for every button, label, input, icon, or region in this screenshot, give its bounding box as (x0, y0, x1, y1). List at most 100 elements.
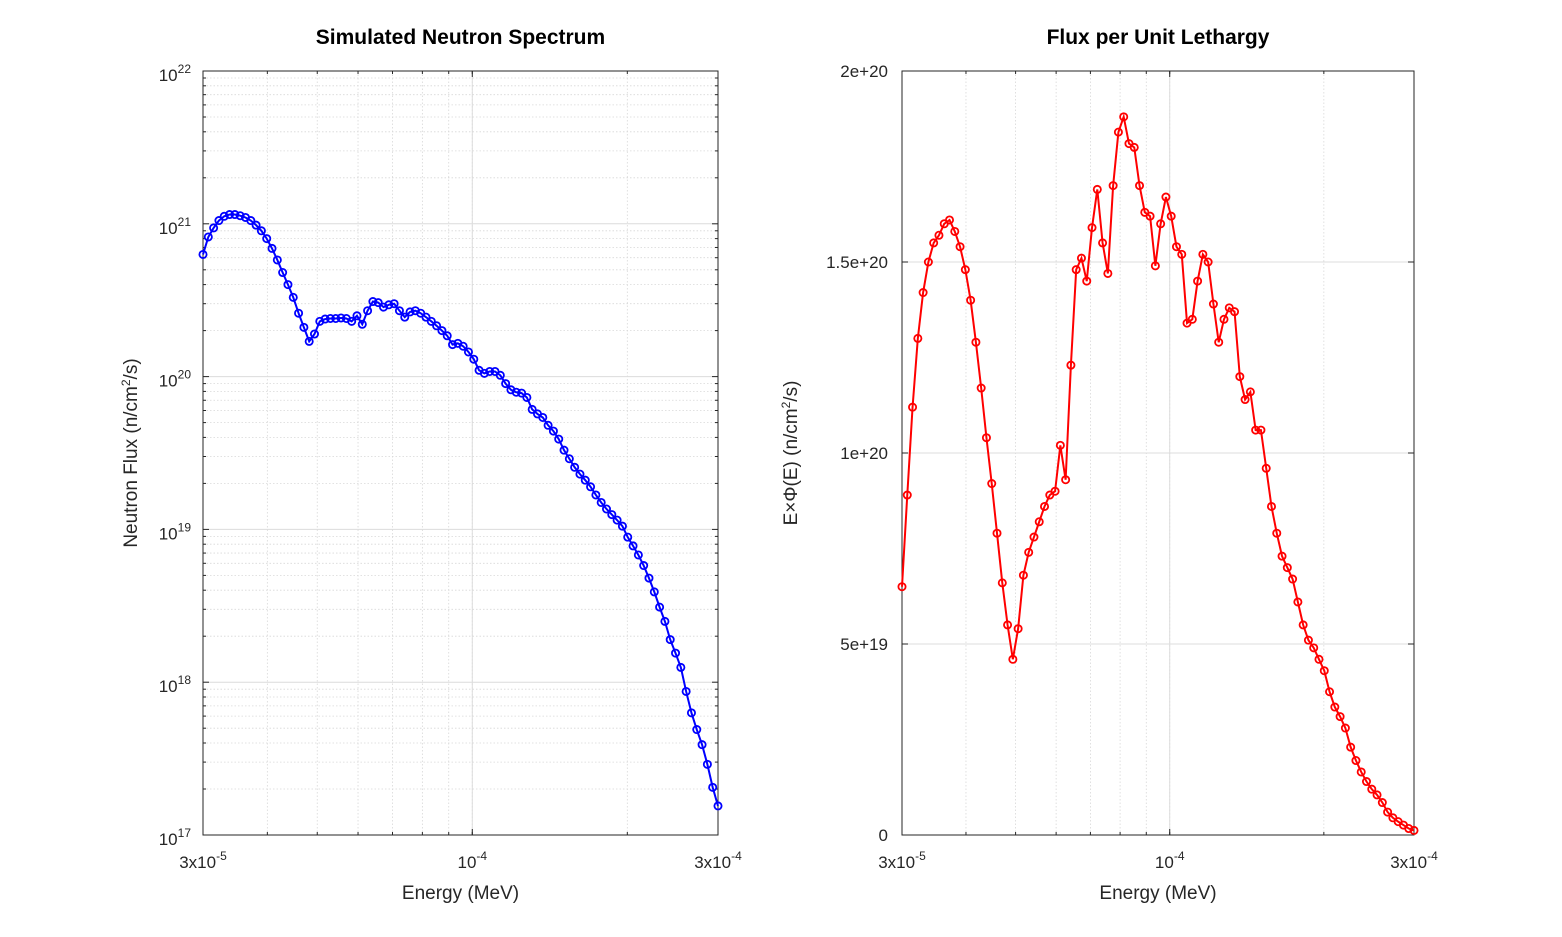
data-point (437, 326, 447, 336)
data-point (1087, 223, 1097, 233)
data-point (363, 306, 373, 316)
data-point (538, 412, 548, 422)
data-point (1346, 742, 1356, 752)
data-point (331, 314, 341, 324)
data-point (1340, 723, 1350, 733)
chart-title: Flux per Unit Lethargy (1047, 26, 1270, 49)
y-tick-label-mantissa: 10 (159, 830, 178, 849)
data-point (421, 312, 431, 322)
data-point (1361, 777, 1371, 787)
y-axis-label-pre: Neutron Flux (n/cm (121, 386, 142, 548)
data-point (1013, 624, 1023, 634)
data-point (198, 249, 208, 259)
data-point (1319, 666, 1329, 676)
data-point (511, 387, 521, 397)
y-axis-label-post: /s) (121, 358, 142, 379)
data-point (897, 582, 907, 592)
data-point (294, 308, 304, 318)
data-point (570, 462, 580, 472)
data-point (522, 392, 532, 402)
data-point (1018, 570, 1028, 580)
data-point (660, 616, 670, 626)
data-point (1277, 551, 1287, 561)
x-tick-label-mantissa: 3x10 (694, 853, 731, 872)
y-axis-label-sup: 2 (119, 379, 133, 386)
data-point (575, 469, 585, 479)
data-point (1103, 268, 1113, 278)
data-point (1113, 127, 1123, 137)
data-point (543, 420, 553, 430)
data-point (966, 295, 976, 305)
data-point (1187, 314, 1197, 324)
data-point (602, 504, 612, 514)
data-point (548, 426, 558, 436)
data-point (479, 368, 489, 378)
data-point (1240, 395, 1250, 405)
data-point (580, 475, 590, 485)
data-point (923, 257, 933, 267)
y-tick-label: 1019 (159, 520, 192, 543)
data-point (1055, 440, 1065, 450)
data-point (1309, 643, 1319, 653)
data-point (1230, 307, 1240, 317)
data-point (384, 300, 394, 310)
data-point (288, 292, 298, 302)
y-tick-label-mantissa: 10 (159, 219, 178, 238)
data-point (1325, 687, 1335, 697)
y-tick-label: 2e+20 (840, 62, 888, 81)
x-tick-label-mantissa: 10 (1155, 853, 1174, 872)
data-point (1288, 574, 1298, 584)
data-point (1150, 261, 1160, 271)
data-point (1251, 425, 1261, 435)
plot-area (203, 71, 718, 835)
data-point (214, 216, 224, 226)
axes-box (202, 70, 719, 836)
y-axis-label: Neutron Flux (n/cm2/s) (119, 358, 142, 547)
data-point (1235, 372, 1245, 382)
y-axis-label-sup: 2 (779, 401, 793, 408)
y-tick-label: 5e+19 (840, 635, 888, 654)
x-tick-label-mantissa: 3x10 (1390, 853, 1427, 872)
data-point (1034, 517, 1044, 527)
data-point (495, 370, 505, 380)
data-point (1040, 501, 1050, 511)
x-tick-label-exponent: -5 (216, 849, 227, 863)
y-tick-label: 1017 (159, 826, 192, 849)
data-point (1245, 387, 1255, 397)
data-point (633, 550, 643, 560)
data-point (628, 541, 638, 551)
grid (203, 70, 718, 836)
data-point (960, 265, 970, 275)
data-point (1198, 249, 1208, 259)
y-tick-label-exponent: 22 (178, 62, 192, 76)
y-tick-label-exponent: 19 (178, 520, 192, 534)
data-point (352, 311, 362, 321)
data-point (1356, 767, 1366, 777)
data-point (697, 740, 707, 750)
data-point (485, 366, 495, 376)
data-point (671, 648, 681, 658)
y-axis-label-post: /s) (781, 381, 802, 402)
data-point (1409, 825, 1419, 835)
data-point (1098, 238, 1108, 248)
y-tick-label: 1022 (159, 62, 192, 85)
data-point (1061, 475, 1071, 485)
x-tick-label: 3x10-4 (1390, 849, 1438, 872)
x-tick-label: 3x10-5 (878, 849, 926, 872)
data-point (945, 215, 955, 225)
data-point (304, 336, 314, 346)
data-point (1214, 337, 1224, 347)
x-tick-label-exponent: -4 (1174, 849, 1185, 863)
data-point (357, 319, 367, 329)
data-point (320, 314, 330, 324)
y-tick-label-exponent: 18 (178, 673, 192, 687)
data-point (230, 210, 240, 220)
data-point (501, 379, 511, 389)
data-point (908, 402, 918, 412)
data-point (209, 223, 219, 233)
data-point (997, 578, 1007, 588)
data-series (198, 210, 723, 811)
data-point (336, 313, 346, 323)
data-point (1129, 142, 1139, 152)
